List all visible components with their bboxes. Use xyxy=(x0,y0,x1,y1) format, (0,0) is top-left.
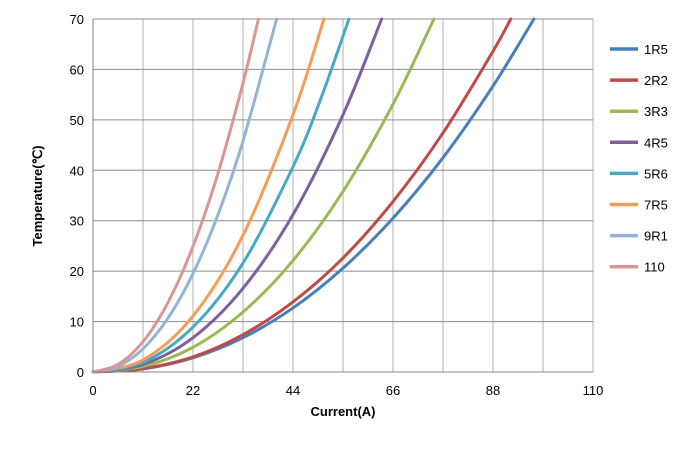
legend-label: 4R5 xyxy=(644,135,668,150)
legend-label: 1R5 xyxy=(644,42,668,57)
grid xyxy=(93,18,594,372)
legend-label: 9R1 xyxy=(644,229,668,244)
series-line-7R5 xyxy=(91,17,326,374)
y-tick-label: 0 xyxy=(77,365,84,380)
legend-label: 3R3 xyxy=(644,104,668,119)
x-tick-label: 110 xyxy=(583,383,604,398)
x-tick-label: 88 xyxy=(486,383,500,398)
legend: 1R5 2R2 3R3 4R5 5R6 7R5 9R1 110 xyxy=(610,42,668,275)
legend-label: 110 xyxy=(644,260,665,275)
x-tick-label: 66 xyxy=(386,383,400,398)
legend-label: 5R6 xyxy=(644,166,668,181)
series-line-2R2 xyxy=(91,17,513,374)
tick-labels: 0 10 20 30 40 50 60 70 0 22 44 66 88 110 xyxy=(70,12,604,398)
y-tick-label: 10 xyxy=(70,315,84,330)
legend-label: 2R2 xyxy=(644,73,668,88)
y-tick-label: 30 xyxy=(70,214,84,229)
x-tick-label: 0 xyxy=(89,383,96,398)
x-tick-label: 22 xyxy=(186,383,200,398)
x-tick-label: 44 xyxy=(286,383,300,398)
y-tick-label: 40 xyxy=(70,163,84,178)
y-tick-label: 20 xyxy=(70,264,84,279)
series-line-5R6 xyxy=(91,17,351,374)
y-tick-label: 50 xyxy=(70,113,84,128)
series-line-9R1 xyxy=(91,17,279,374)
series-line-3R3 xyxy=(91,17,436,374)
y-tick-label: 60 xyxy=(70,62,84,77)
series-line-110 xyxy=(91,17,260,374)
series-lines xyxy=(91,17,536,374)
legend-label: 7R5 xyxy=(644,198,668,213)
series-line-4R5 xyxy=(91,17,384,374)
x-axis-label: Current(A) xyxy=(311,404,376,419)
y-axis-label: Temperature(℃) xyxy=(30,145,45,246)
y-tick-label: 70 xyxy=(70,12,84,27)
axes xyxy=(92,19,593,373)
